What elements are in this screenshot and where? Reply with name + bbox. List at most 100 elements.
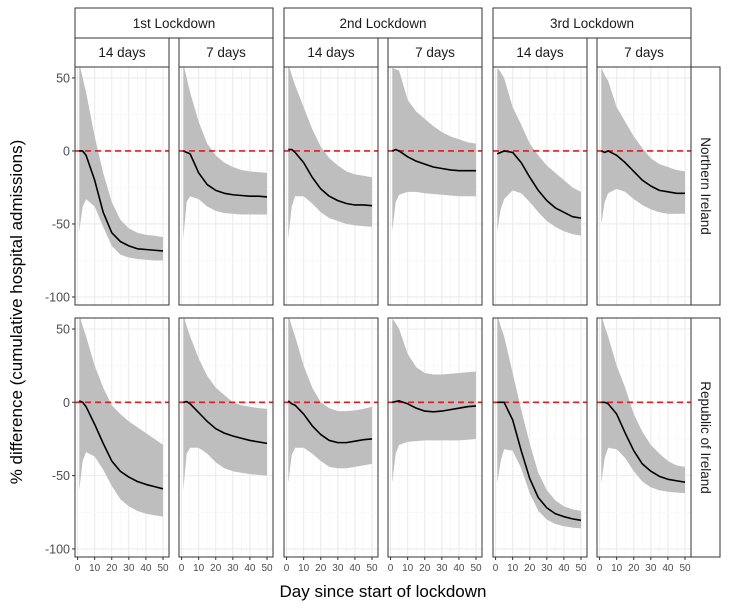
x-tick-label: 50	[157, 563, 169, 574]
lockdown-strip-label: 3rd Lockdown	[550, 16, 634, 31]
x-tick-label: 10	[402, 563, 414, 574]
x-tick-label: 20	[106, 563, 118, 574]
window-strip-label: 14 days	[516, 45, 564, 60]
confidence-ribbon	[392, 318, 477, 483]
x-tick-label: 50	[679, 563, 691, 574]
mean-line	[496, 150, 582, 219]
panel-republic-of-ireland-5	[492, 317, 588, 558]
mean-line	[183, 400, 268, 445]
x-tick-label: 30	[227, 563, 239, 574]
mean-line	[287, 400, 373, 444]
x-tick-label: 30	[123, 563, 135, 574]
x-tick-label: 10	[298, 563, 310, 574]
confidence-ribbon	[183, 318, 268, 491]
y-tick-label: -50	[52, 469, 70, 483]
x-tick-label: 40	[453, 563, 465, 574]
x-tick-label: 10	[89, 563, 101, 574]
mean-line	[288, 148, 373, 207]
lockdown-strip	[283, 7, 483, 39]
x-tick-label: 0	[75, 563, 81, 574]
facet-strips: 1st Lockdown 14 days 7 days 2nd Lockdown 14 …	[74, 7, 721, 558]
confidence-ribbon	[601, 67, 686, 224]
x-axis-title: Day since start of lockdown	[280, 582, 487, 601]
x-tick-label: 40	[662, 563, 674, 574]
x-tick-label: 0	[493, 563, 499, 574]
lockdown-strip	[74, 7, 274, 39]
panel-northern-ireland-4	[387, 66, 483, 306]
x-tick-label: 30	[332, 563, 344, 574]
x-tick-label: 50	[470, 563, 482, 574]
x-tick-label: 40	[349, 563, 361, 574]
x-tick-label: 0	[179, 563, 185, 574]
x-tick-label: 10	[193, 563, 205, 574]
window-strip-label: 14 days	[307, 45, 355, 60]
window-strip-label: 7 days	[624, 45, 664, 60]
panel-border	[387, 317, 483, 558]
x-tick-label: 10	[611, 563, 623, 574]
x-tick-label: 20	[628, 563, 640, 574]
panel-northern-ireland-1	[74, 66, 170, 306]
mean-line	[182, 150, 268, 198]
confidence-ribbon	[79, 318, 164, 517]
lockdown-strip	[492, 7, 692, 39]
y-tick-label: -100	[45, 542, 70, 556]
mean-line	[78, 400, 164, 490]
y-tick-label: 0	[63, 144, 70, 158]
window-strip	[283, 37, 379, 68]
window-strip-label: 14 days	[98, 45, 146, 60]
y-tick-label: -50	[52, 217, 70, 231]
window-strip	[596, 37, 692, 68]
x-tick-label: 0	[284, 563, 290, 574]
window-strip-label: 7 days	[206, 45, 246, 60]
region-strip-label: Republic of Ireland	[698, 381, 713, 494]
lockdown-strip-label: 2nd Lockdown	[339, 16, 426, 31]
y-tick-label: 50	[56, 322, 70, 336]
confidence-ribbon	[392, 67, 477, 232]
region-strip	[690, 317, 721, 558]
x-tick-label: 50	[575, 563, 587, 574]
mean-line	[601, 401, 686, 484]
panel-northern-ireland-2	[178, 66, 274, 306]
panel-border	[283, 317, 379, 558]
x-tick-label: 30	[436, 563, 448, 574]
region-strip	[690, 66, 721, 306]
confidence-ribbon	[601, 318, 686, 494]
y-tick-label: 50	[56, 71, 70, 85]
panel-northern-ireland-3	[283, 66, 379, 306]
mean-line	[392, 400, 477, 413]
window-strip-label: 7 days	[415, 45, 455, 60]
x-tick-label: 0	[388, 563, 394, 574]
x-tick-label: 50	[261, 563, 273, 574]
x-tick-label: 20	[210, 563, 222, 574]
x-tick-label: 40	[140, 563, 152, 574]
panel-northern-ireland-6	[596, 66, 692, 306]
panel-northern-ireland-5	[492, 66, 588, 306]
y-axis-title: % difference (cumulative hospital admiss…	[7, 140, 26, 485]
axes: 50 0 -50 -100 0 10 20 30 40 50 50 0 -50 -100 0 10 20 30 40…	[45, 71, 691, 574]
panel-republic-of-ireland-1	[74, 317, 170, 558]
panel-border	[178, 317, 274, 558]
panel-republic-of-ireland-2	[178, 317, 274, 558]
y-tick-label: 0	[63, 396, 70, 410]
region-strip-label: Northern Ireland	[698, 137, 713, 235]
mean-line	[391, 148, 477, 172]
mean-line	[79, 150, 164, 252]
mean-line	[600, 150, 686, 195]
panel-republic-of-ireland-4	[387, 317, 483, 558]
window-strip	[492, 37, 588, 68]
window-strip	[74, 37, 170, 68]
panel-republic-of-ireland-3	[283, 317, 379, 558]
y-tick-label: -100	[45, 290, 70, 304]
x-tick-label: 30	[541, 563, 553, 574]
panel-border	[492, 317, 588, 558]
x-tick-label: 0	[597, 563, 603, 574]
x-tick-label: 20	[315, 563, 327, 574]
x-tick-label: 30	[645, 563, 657, 574]
window-strip	[387, 37, 483, 68]
x-tick-label: 40	[558, 563, 570, 574]
window-strip	[178, 37, 274, 68]
x-tick-label: 20	[419, 563, 431, 574]
x-tick-label: 40	[244, 563, 256, 574]
x-tick-label: 10	[507, 563, 519, 574]
